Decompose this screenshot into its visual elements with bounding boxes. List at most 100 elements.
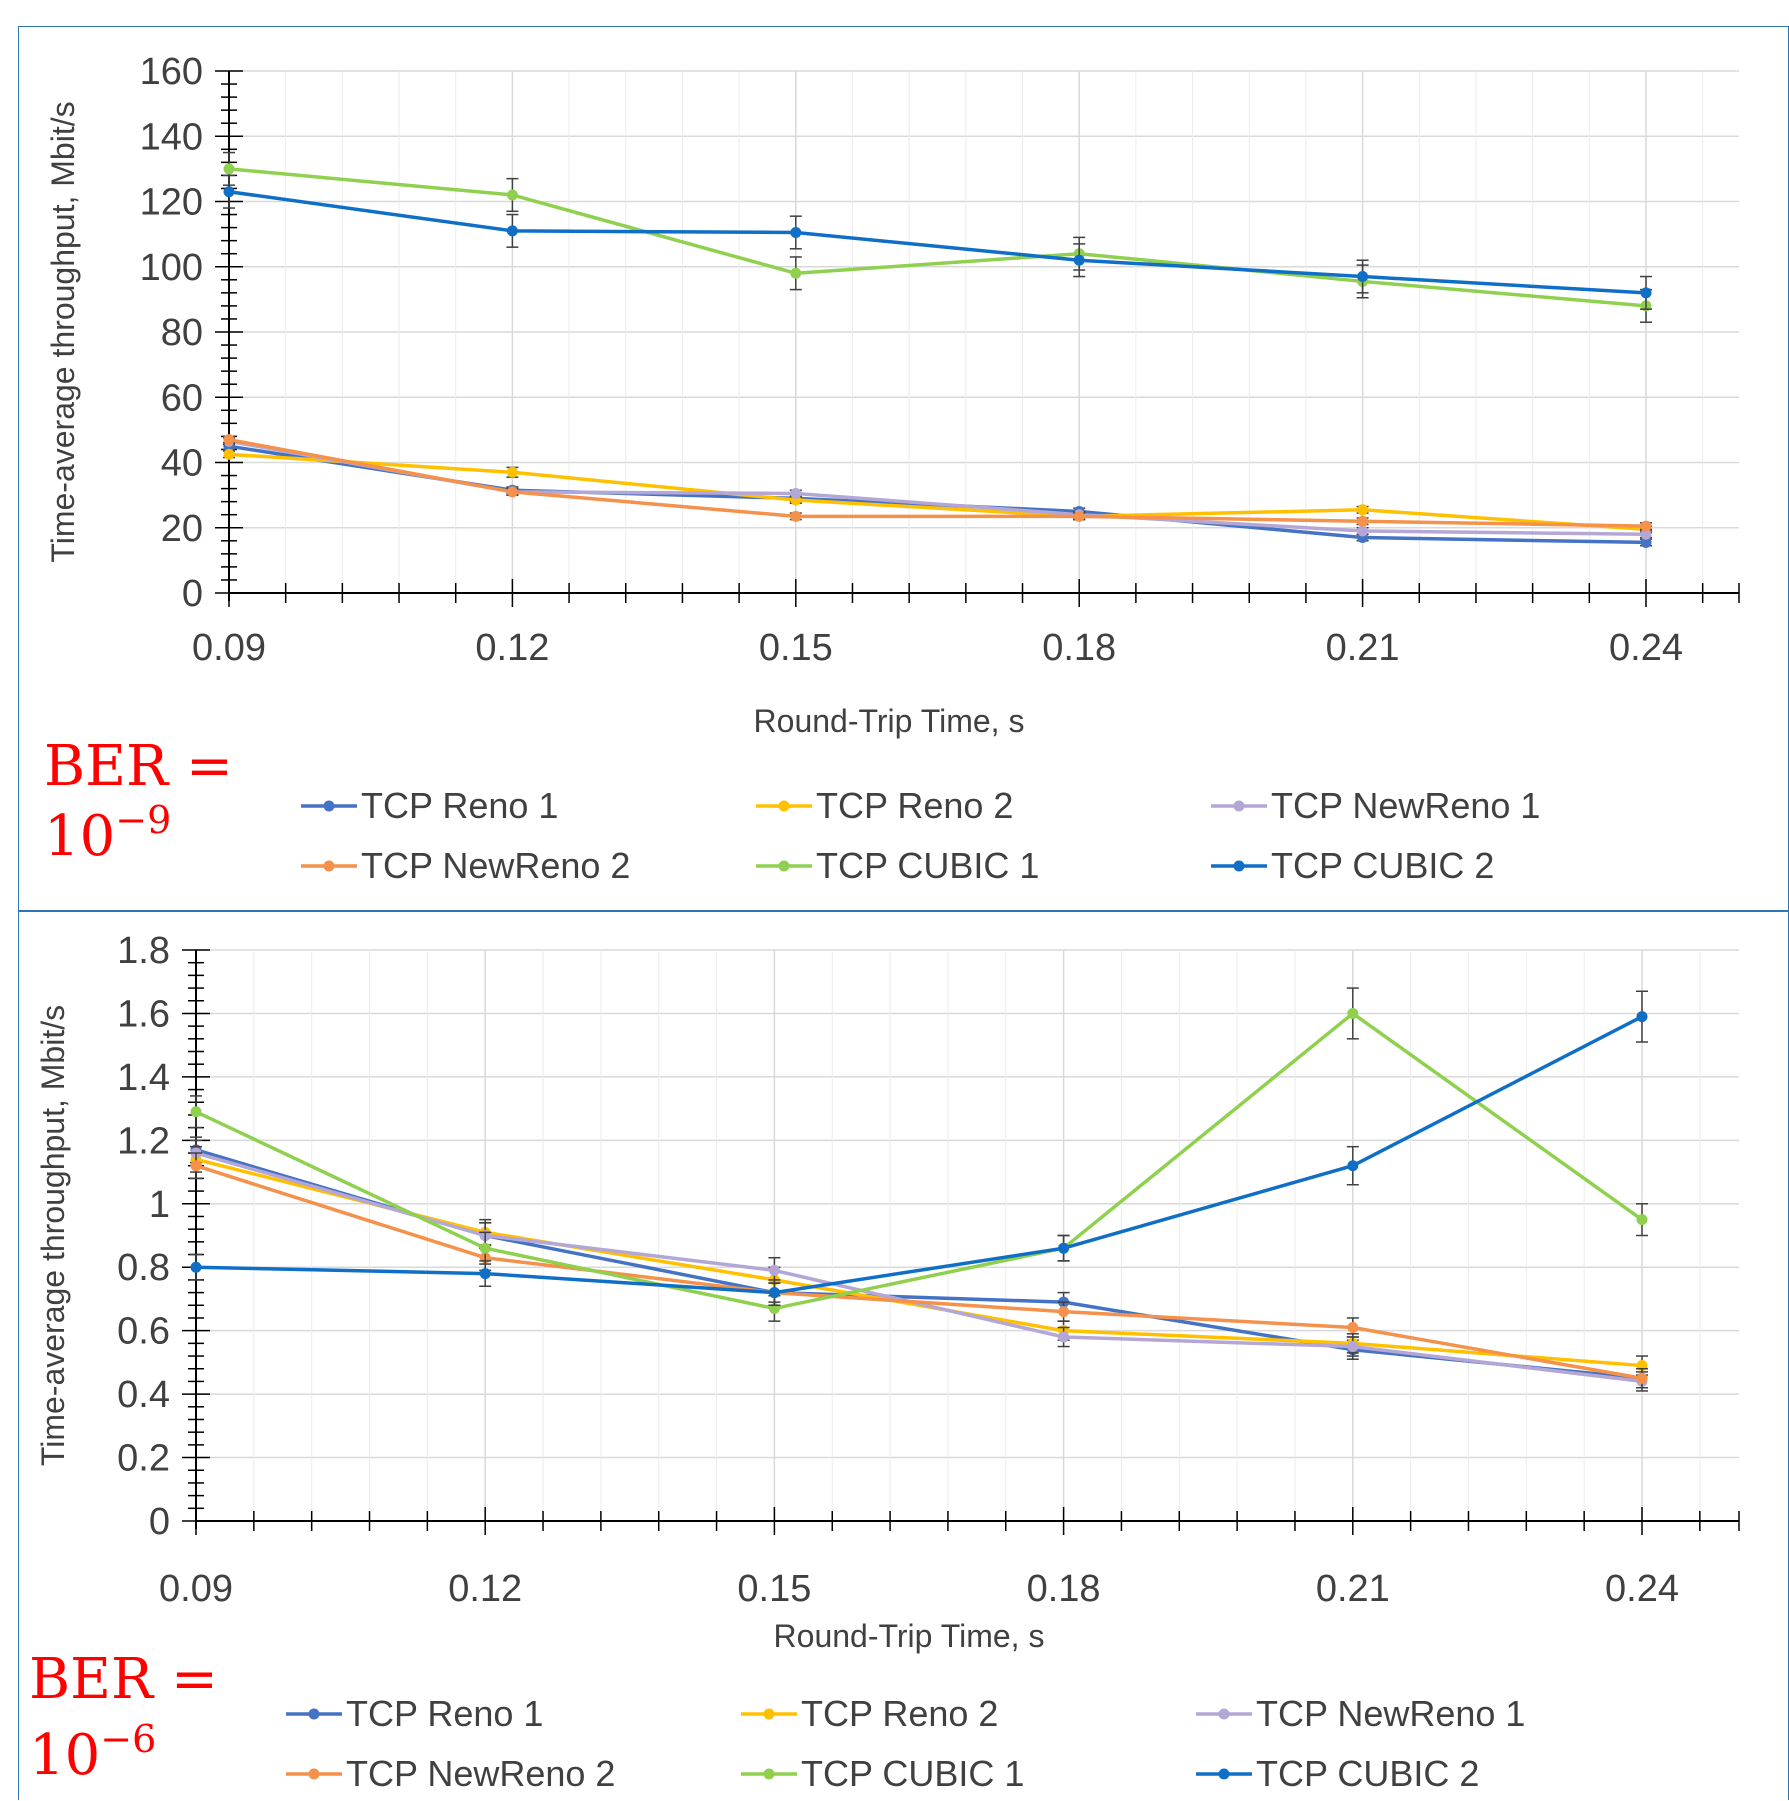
data-point [1357,504,1369,516]
y-tick-label: 140 [140,116,203,158]
data-point [190,1160,202,1172]
series-line [228,437,1647,528]
series-line [195,1157,1643,1368]
y-tick-label: 1 [149,1184,170,1226]
legend-item-tcp-newreno-2: TCP NewReno 2 [284,1753,739,1795]
data-point [223,163,235,175]
data-point [768,1287,780,1299]
data-point [1640,287,1652,299]
data-point [1058,1242,1070,1254]
y-tick-label: 60 [161,377,203,419]
series-line [195,1015,1643,1295]
ber-annotation-6: BER = 10−6 [29,1652,218,1784]
legend-swatch [1211,860,1267,872]
y-axis-title: Time-average throughput, Mbit/s [45,101,81,562]
y-tick-label: 1.2 [117,1120,170,1162]
series-tcp-cubic-1 [223,151,1652,323]
data-point [1357,515,1369,527]
legend-item-tcp-reno-1: TCP Reno 1 [284,1693,739,1735]
series-line [228,167,1647,308]
y-tick-label: 1.8 [117,930,170,972]
legend-ber-9: TCP Reno 1 TCP Reno 2 TCP NewReno 1 TCP New… [299,785,1664,887]
legend-swatch-marker [763,1708,775,1720]
legend-ber-6: TCP Reno 1 TCP Reno 2 TCP NewReno 1 TCP New… [284,1693,1649,1795]
y-tick-label: 0.2 [117,1438,170,1480]
series-line [195,1011,1644,1311]
data-point [1347,1321,1359,1333]
x-tick-label: 0.21 [1316,1568,1390,1610]
data-point [506,466,518,478]
series-line [228,439,1647,537]
legend-item-tcp-newreno-2: TCP NewReno 2 [299,845,754,887]
legend-swatch-marker [1218,1768,1230,1780]
legend-item-tcp-reno-1: TCP Reno 1 [299,785,754,827]
data-point [223,186,235,198]
legend-swatch [301,860,357,872]
legend-swatch-marker [323,860,335,872]
data-point [1058,1331,1070,1343]
legend-swatch-marker [1233,860,1245,872]
x-tick-label: 0.24 [1609,627,1683,669]
data-point [1357,525,1369,537]
y-tick-label: 0.6 [117,1311,170,1353]
data-point [190,1261,202,1273]
legend-label: TCP NewReno 2 [361,845,631,886]
chart-panel-ber-6: 0 0.2 0.4 0.6 0.8 1 1.2 1.4 1.6 1.8 0.09 0.12 0.15 0.… [18,911,1789,1800]
legend-label: TCP Reno 2 [801,1693,999,1734]
y-tick-label: 0.8 [117,1247,170,1289]
legend-item-tcp-cubic-2: TCP CUBIC 2 [1209,845,1664,887]
data-point [223,448,235,460]
data-point [1073,254,1085,266]
series-tcp-newreno-1 [190,1139,1648,1392]
legend-label: TCP Reno 1 [346,1693,544,1734]
y-tick-label: 20 [161,508,203,550]
ber-label: BER = [29,1647,218,1712]
legend-swatch [286,1768,342,1780]
legend-swatch-marker [778,860,790,872]
y-tick-label: 0 [149,1501,170,1543]
legend-item-tcp-newreno-1: TCP NewReno 1 [1194,1693,1649,1735]
data-point [1640,536,1652,548]
x-tick-label: 0.15 [737,1568,811,1610]
data-point [1640,520,1652,532]
ber-annotation-9: BER = 10−9 [44,739,233,865]
x-tick-label: 0.18 [1027,1568,1101,1610]
data-point [506,225,518,237]
legend-swatch-marker [778,800,790,812]
legend-label: TCP CUBIC 2 [1271,845,1495,886]
data-point [506,486,518,498]
y-tick-label: 1.4 [117,1057,170,1099]
x-tick-label: 0.12 [448,1568,522,1610]
gridlines [196,949,1739,1521]
y-tick-label: 80 [161,312,203,354]
legend-item-tcp-cubic-1: TCP CUBIC 1 [754,845,1209,887]
y-tick-label: 1.6 [117,993,170,1035]
y-tick-label: 40 [161,443,203,485]
data-point [790,510,802,522]
legend-label: TCP Reno 2 [816,785,1014,826]
ber-label: BER = [44,734,233,799]
y-tick-label: 0 [182,573,203,615]
data-point [479,1242,491,1254]
legend-swatch [1211,800,1267,812]
y-tick-label: 160 [140,51,203,93]
x-axis-title: Round-Trip Time, s [774,1618,1045,1654]
legend-swatch-marker [323,800,335,812]
legend-label: TCP NewReno 1 [1256,1693,1526,1734]
legend-swatch [301,800,357,812]
legend-swatch [286,1708,342,1720]
x-tick-label: 0.09 [192,627,266,669]
legend-label: TCP NewReno 1 [1271,785,1541,826]
chart-panel-ber-9: 0 20 40 60 80 100 120 140 160 0.09 0.12 0.15 0.18 0.2… [18,26,1789,911]
legend-label: TCP CUBIC 2 [1256,1753,1480,1794]
x-tick-label: 0.12 [475,627,549,669]
throughput-chart-ber-6: 0 0.2 0.4 0.6 0.8 1 1.2 1.4 1.6 1.8 0.09 0.12 0.15 0.… [35,930,1740,1654]
data-point [768,1264,780,1276]
data-point [1058,1306,1070,1318]
throughput-chart-ber-9: 0 20 40 60 80 100 120 140 160 0.09 0.12 0.15 0.18 0.2… [45,51,1740,739]
legend-swatch [756,860,812,872]
x-tick-label: 0.18 [1042,627,1116,669]
data-point [790,226,802,238]
ber-base: 10 [29,1723,101,1788]
y-tick-label: 100 [140,247,203,289]
